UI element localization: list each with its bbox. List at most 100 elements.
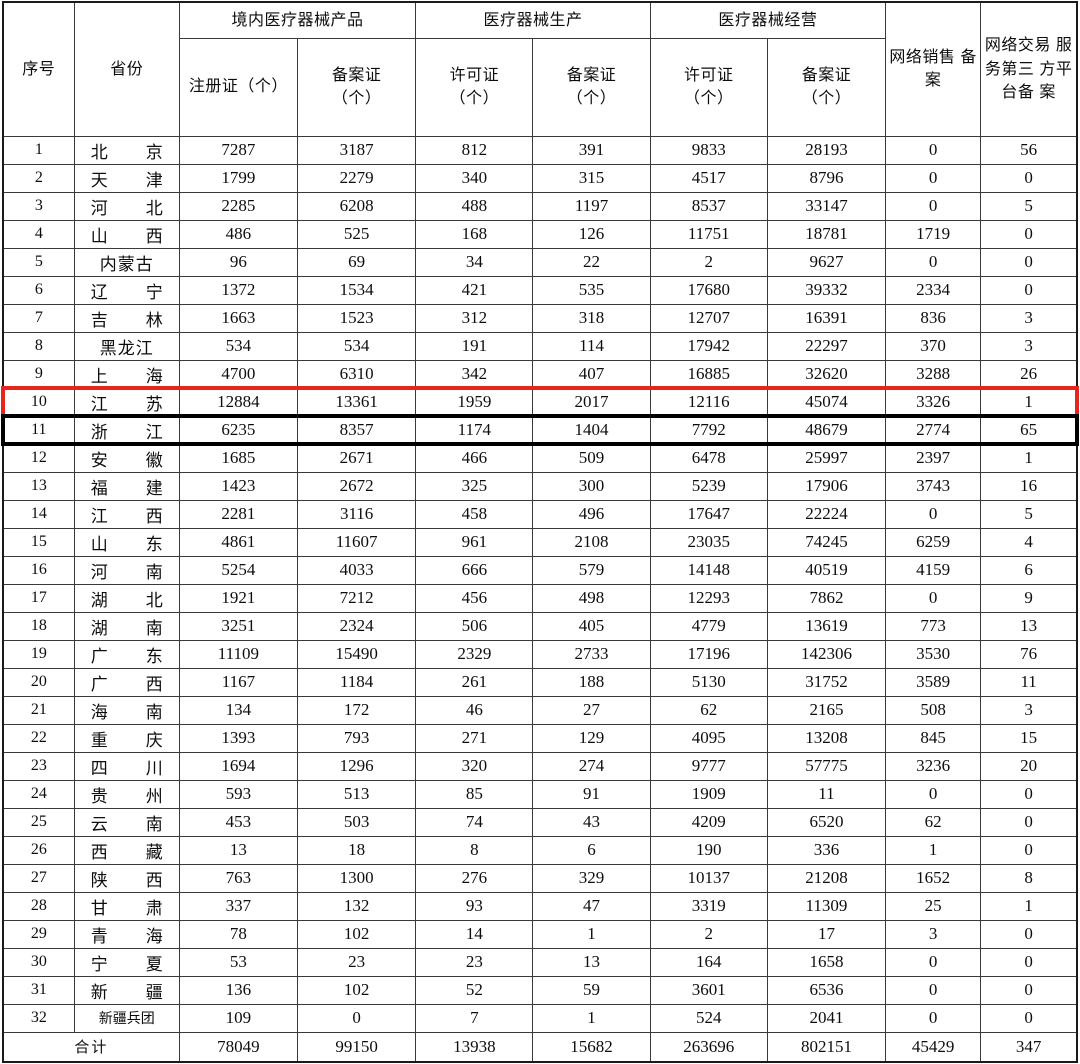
cell-value: 12293 (649, 583, 768, 613)
cell-value: 300 (532, 471, 651, 501)
header-third-party-line4: 案 (1039, 83, 1056, 101)
cell-index: 6 (2, 275, 75, 305)
header-manufacture-record: 备案证 （个） (532, 37, 651, 137)
cell-value: 43 (532, 807, 651, 837)
cell-value: 8796 (766, 163, 887, 193)
cell-value: 370 (885, 331, 982, 361)
table-total-row: 合计 78049 99150 13938 15682 263696 802151 45429 3… (2, 1031, 1078, 1063)
cell-index: 17 (2, 583, 75, 613)
cell-value: 405 (532, 611, 651, 641)
cell-value: 0 (980, 163, 1078, 193)
cell-value: 34 (415, 247, 534, 277)
cell-value: 325 (415, 471, 534, 501)
cell-value: 9833 (649, 135, 768, 165)
cell-province: 四川 (73, 751, 180, 781)
cell-province: 重庆 (73, 723, 180, 753)
cell-value: 11309 (766, 891, 887, 921)
cell-value: 0 (980, 247, 1078, 277)
cell-value: 836 (885, 303, 982, 333)
cell-value: 6235 (178, 415, 299, 445)
table-row: 22 重庆 1393 793 271 129 4095 13208 845 15 (2, 723, 1078, 753)
table-row: 20 广西 1167 1184 261 188 5130 31752 3589 11 (2, 667, 1078, 697)
cell-value: 1685 (178, 443, 299, 473)
cell-province: 海南 (73, 695, 180, 725)
cell-index: 14 (2, 499, 75, 529)
table-row: 9 上海 4700 6310 342 407 16885 32620 3288 26 (2, 359, 1078, 389)
cell-value: 8537 (649, 191, 768, 221)
cell-value: 0 (980, 807, 1078, 837)
cell-value: 961 (415, 527, 534, 557)
table-row: 15 山东 4861 11607 961 2108 23035 74245 6259 4 (2, 527, 1078, 557)
cell-value: 3 (885, 919, 982, 949)
cell-province: 山西 (73, 219, 180, 249)
cell-value: 763 (178, 863, 299, 893)
cell-province: 山东 (73, 527, 180, 557)
cell-value: 33147 (766, 191, 887, 221)
cell-value: 1 (980, 891, 1078, 921)
cell-total-value: 45429 (885, 1031, 982, 1063)
cell-value: 318 (532, 303, 651, 333)
cell-value: 0 (885, 947, 982, 977)
cell-value: 1404 (532, 415, 651, 445)
table-header: 序号 省份 境内医疗器械产品 医疗器械生产 医疗器械经营 网络销售 备案 网络交… (2, 1, 1078, 137)
cell-value: 22224 (766, 499, 887, 529)
cell-value: 5239 (649, 471, 768, 501)
cell-province: 陕西 (73, 863, 180, 893)
cell-value: 11 (980, 667, 1078, 697)
cell-value: 62 (885, 807, 982, 837)
cell-index: 1 (2, 135, 75, 165)
cell-value: 1959 (415, 387, 534, 417)
cell-value: 15 (980, 723, 1078, 753)
cell-index: 26 (2, 835, 75, 865)
cell-value: 17647 (649, 499, 768, 529)
cell-total-value: 802151 (766, 1031, 887, 1063)
cell-value: 13 (980, 611, 1078, 641)
cell-value: 2041 (766, 1003, 887, 1033)
cell-index: 25 (2, 807, 75, 837)
cell-value: 190 (649, 835, 768, 865)
cell-value: 12707 (649, 303, 768, 333)
cell-value: 17 (766, 919, 887, 949)
header-domestic-record-certificate: 备案证 （个） (297, 37, 417, 137)
cell-value: 13 (178, 835, 299, 865)
cell-value: 1523 (297, 303, 417, 333)
cell-value: 14148 (649, 555, 768, 585)
cell-value: 114 (532, 331, 651, 361)
cell-value: 134 (178, 695, 299, 725)
cell-index: 2 (2, 163, 75, 193)
cell-value: 3 (980, 303, 1078, 333)
cell-value: 4 (980, 527, 1078, 557)
cell-value: 3743 (885, 471, 982, 501)
cell-value: 28193 (766, 135, 887, 165)
cell-value: 4159 (885, 555, 982, 585)
cell-index: 29 (2, 919, 75, 949)
cell-province: 新疆兵团 (73, 1003, 180, 1033)
cell-value: 32620 (766, 359, 887, 389)
cell-value: 168 (415, 219, 534, 249)
cell-index: 3 (2, 191, 75, 221)
cell-index: 30 (2, 947, 75, 977)
cell-value: 22 (532, 247, 651, 277)
cell-value: 773 (885, 611, 982, 641)
cell-value: 18781 (766, 219, 887, 249)
cell-value: 1719 (885, 219, 982, 249)
table-row: 32 新疆兵团 109 0 7 1 524 2041 0 0 (2, 1003, 1078, 1033)
cell-value: 6 (980, 555, 1078, 585)
cell-value: 506 (415, 611, 534, 641)
cell-index: 24 (2, 779, 75, 809)
cell-index: 9 (2, 359, 75, 389)
cell-value: 666 (415, 555, 534, 585)
table-row: 16 河南 5254 4033 666 579 14148 40519 4159 6 (2, 555, 1078, 585)
cell-index: 5 (2, 247, 75, 277)
cell-value: 10137 (649, 863, 768, 893)
cell-value: 845 (885, 723, 982, 753)
cell-value: 2 (649, 919, 768, 949)
cell-value: 0 (980, 219, 1078, 249)
cell-province: 河北 (73, 191, 180, 221)
table-row: 26 西藏 13 18 8 6 190 336 1 0 (2, 835, 1078, 865)
cell-value: 2108 (532, 527, 651, 557)
cell-value: 3 (980, 331, 1078, 361)
cell-value: 534 (297, 331, 417, 361)
header-online-sales-line2: 备案 (924, 49, 977, 90)
cell-total-value: 13938 (415, 1031, 534, 1063)
